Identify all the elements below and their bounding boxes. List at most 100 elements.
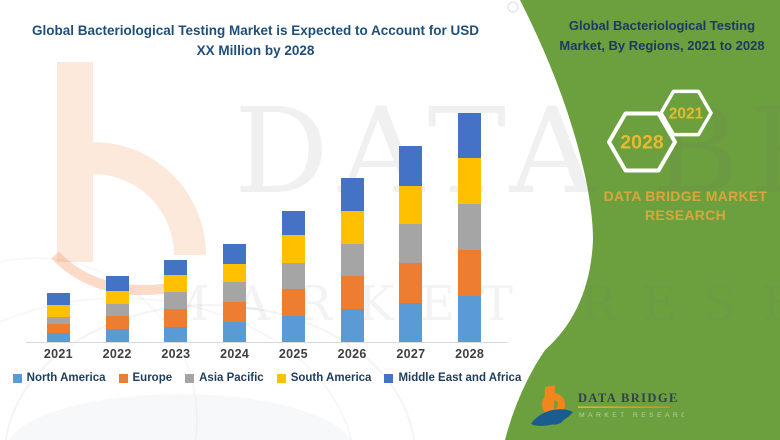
bar-chart-plot [29, 109, 499, 342]
bar-segment [399, 185, 423, 224]
hexagon-2021 [659, 89, 713, 137]
bar-segment [164, 292, 188, 309]
x-axis-label: 2021 [43, 347, 73, 361]
hexagon-badges: 2021 2028 [607, 89, 713, 173]
logo-underline [578, 406, 670, 408]
bar-segment [46, 324, 70, 333]
x-axis-label: 2023 [161, 347, 191, 361]
bar-segment [223, 302, 247, 322]
legend-label: Asia Pacific [199, 372, 264, 384]
bar-segment [46, 317, 70, 325]
legend-swatch [384, 373, 394, 383]
legend-item: North America [12, 372, 106, 384]
bar-segment [399, 145, 423, 186]
x-axis-label: 2026 [337, 347, 367, 361]
chart-legend: North America Europe Asia Pacific South Ame… [12, 372, 521, 384]
x-axis-label: 2022 [102, 347, 132, 361]
logo-swoosh [531, 409, 573, 426]
legend-item: Europe [118, 372, 173, 384]
bar-column-2028 [440, 112, 499, 342]
bar-stack-2027 [399, 145, 423, 342]
legend-swatch [276, 373, 286, 383]
bar-column-2021 [29, 292, 88, 342]
bar-stack-2022 [105, 276, 129, 342]
watermark-dot [507, 1, 519, 13]
logo-subtitle: MARKET RESEARCH [579, 412, 684, 419]
bar-segment [46, 305, 70, 317]
legend-label: South America [290, 372, 372, 384]
bar-segment [281, 235, 305, 263]
watermark-blob [8, 394, 352, 440]
bar-segment [105, 290, 129, 304]
bar-segment [105, 315, 129, 329]
bar-stack-2026 [340, 178, 364, 342]
bar-segment [458, 158, 482, 205]
bar-segment [46, 292, 70, 306]
bar-segment [458, 296, 482, 342]
x-axis-labels: 2021 2022 2023 2024 2025 2026 2027 2028 [29, 347, 499, 361]
bar-column-2027 [382, 145, 441, 342]
bar-segment [223, 282, 247, 302]
bar-segment [458, 250, 482, 296]
bar-segment [340, 210, 364, 244]
bar-segment [164, 259, 188, 276]
x-axis-line [26, 342, 508, 343]
bar-segment [399, 302, 423, 342]
watermark-b-bowl [92, 142, 206, 256]
bar-stack-2023 [164, 259, 188, 342]
x-axis-label: 2024 [220, 347, 250, 361]
legend-label: Middle East and Africa [398, 372, 522, 384]
databridge-logo: DATA BRIDGE MARKET RESEARCH [531, 385, 684, 426]
bar-stack-2021 [46, 292, 70, 342]
legend-swatch [185, 373, 195, 383]
legend-item: Middle East and Africa [384, 372, 521, 384]
legend-swatch [118, 373, 128, 383]
right-panel-title: Global Bacteriological Testing Market, B… [559, 18, 765, 53]
bar-segment [281, 263, 305, 290]
legend-swatch [12, 373, 22, 383]
x-axis-label: 2028 [455, 347, 485, 361]
bar-segment [105, 303, 129, 316]
watermark-b-stem [57, 62, 93, 262]
x-axis-label: 2025 [278, 347, 308, 361]
bar-stack-2028 [458, 112, 482, 342]
bar-stack-2025 [281, 211, 305, 342]
watermark-arc [5, 304, 415, 440]
bar-column-2024 [205, 243, 264, 342]
bar-segment [164, 308, 188, 327]
bar-column-2023 [147, 259, 206, 342]
bar-segment [223, 263, 247, 282]
bar-segment [281, 316, 305, 342]
bar-segment [46, 333, 70, 342]
hexagon-2021-label: 2021 [669, 106, 704, 123]
legend-label: North America [26, 372, 106, 384]
bar-segment [340, 276, 364, 310]
chart-title: Global Bacteriological Testing Market is… [31, 23, 480, 58]
bar-segment [458, 204, 482, 251]
bar-segment [223, 322, 247, 342]
bar-segment [281, 211, 305, 236]
hexagon-2028 [607, 111, 677, 173]
bar-column-2025 [264, 211, 323, 342]
watermark-arc [0, 257, 198, 440]
brand-wordmark: DATA BRIDGE MARKET RESEARCH [603, 188, 768, 223]
bar-segment [164, 275, 188, 292]
bar-stack-2024 [223, 243, 247, 342]
hexagon-2028-label: 2028 [620, 132, 664, 154]
bar-segment [340, 309, 364, 342]
bar-segment [399, 263, 423, 303]
bar-segment [340, 243, 364, 276]
bar-segment [164, 327, 188, 342]
bar-column-2022 [88, 276, 147, 342]
x-axis-label: 2027 [396, 347, 426, 361]
bar-segment [399, 223, 423, 263]
bar-segment [340, 178, 364, 211]
bar-segment [105, 328, 129, 342]
bar-column-2026 [323, 178, 382, 342]
bar-segment [105, 276, 129, 291]
logo-title: DATA BRIDGE [578, 391, 679, 405]
bar-segment [458, 112, 482, 158]
legend-label: Europe [132, 372, 173, 384]
legend-item: South America [276, 372, 372, 384]
